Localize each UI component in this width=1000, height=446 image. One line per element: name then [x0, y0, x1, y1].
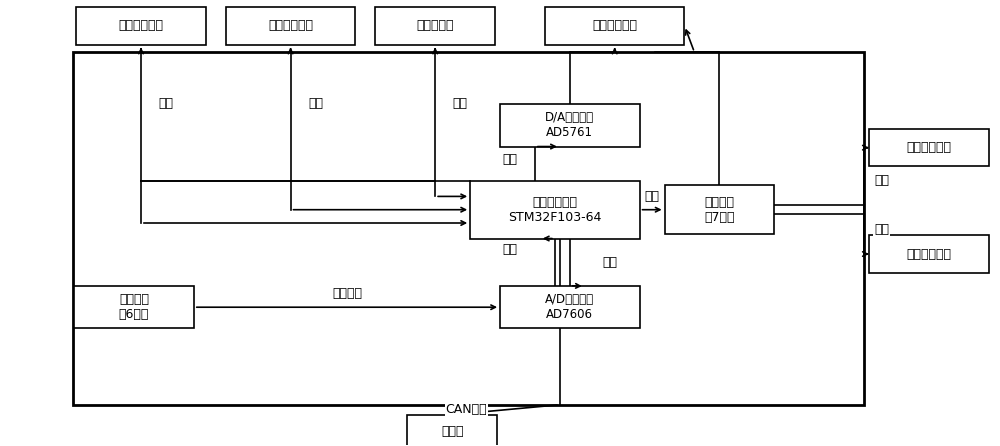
Bar [665, 186, 774, 234]
Bar [545, 7, 684, 45]
Text: 上位机: 上位机 [441, 425, 463, 438]
Bar [500, 104, 640, 147]
Text: 控制: 控制 [874, 223, 889, 236]
Bar [226, 7, 355, 45]
Text: 通信: 通信 [502, 243, 517, 256]
Text: 通信: 通信 [158, 97, 173, 110]
Text: 嵌入式单片机: 嵌入式单片机 [119, 19, 164, 32]
Text: 开出电路
（7路）: 开出电路 （7路） [704, 196, 735, 224]
Text: 隔离电路
（6路）: 隔离电路 （6路） [119, 293, 149, 321]
Text: 嵌入式单片机: 嵌入式单片机 [268, 19, 313, 32]
Bar [73, 52, 864, 405]
Text: 信号转接模块: 信号转接模块 [592, 19, 637, 32]
Bar [407, 415, 497, 446]
Text: CAN通信: CAN通信 [445, 403, 487, 416]
Text: D/A转换电路
AD5761: D/A转换电路 AD5761 [545, 112, 594, 140]
Bar [74, 286, 194, 328]
Text: 控制: 控制 [874, 174, 889, 187]
Text: 控制: 控制 [502, 153, 517, 166]
Bar [500, 286, 640, 328]
Text: 嵌入式单片机
STM32F103-64: 嵌入式单片机 STM32F103-64 [508, 196, 602, 224]
Bar [470, 181, 640, 239]
Text: A/D转换电路
AD7606: A/D转换电路 AD7606 [545, 293, 594, 321]
Bar [869, 235, 989, 273]
Text: 电源拉偏模块: 电源拉偏模块 [906, 248, 951, 260]
Text: 信号采集: 信号采集 [332, 287, 362, 301]
Text: 通信: 通信 [453, 97, 468, 110]
Text: 液晶显示屏: 液晶显示屏 [416, 19, 454, 32]
Bar [375, 7, 495, 45]
Text: 老炼电源模块: 老炼电源模块 [906, 141, 951, 154]
Text: 通信: 通信 [308, 97, 323, 110]
Text: 通信: 通信 [602, 256, 617, 269]
Bar [76, 7, 206, 45]
Text: 控制: 控制 [645, 190, 660, 203]
Bar [869, 129, 989, 166]
